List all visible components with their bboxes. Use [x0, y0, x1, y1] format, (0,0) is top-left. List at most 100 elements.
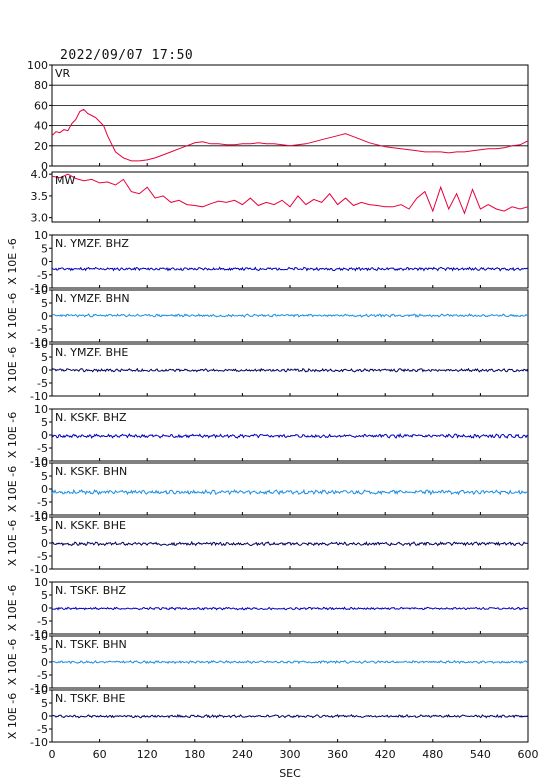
- ytick-label-6-2: 0: [41, 429, 48, 442]
- ytick-label-11-2: 0: [41, 710, 48, 723]
- xtick-label-1: 60: [93, 748, 107, 761]
- ytick-label-1-5: 100: [27, 59, 48, 72]
- ytick-label-8-0: -10: [30, 563, 48, 576]
- ytick-label-5-1: -5: [37, 377, 48, 390]
- panel-label-4: N. YMZF. BHN: [55, 292, 130, 305]
- ytick-label-8-1: -5: [37, 550, 48, 563]
- ytick-label-7-0: -10: [30, 509, 48, 522]
- ytick-label-11-4: 10: [34, 684, 48, 697]
- ytick-label-9-3: 5: [41, 589, 48, 602]
- series-line-3: [51, 266, 529, 272]
- ytick-label-11-0: -10: [30, 736, 48, 749]
- panel-label-8: N. KSKF. BHE: [55, 519, 126, 532]
- ytick-label-10-1: -5: [37, 669, 48, 682]
- ytick-label-4-1: -5: [37, 323, 48, 336]
- ytick-label-6-4: 10: [34, 403, 48, 416]
- ytick-label-5-2: 0: [41, 364, 48, 377]
- ytick-label-6-3: 5: [41, 416, 48, 429]
- series-line-10: [51, 660, 529, 665]
- series-line-4: [51, 313, 529, 318]
- ytick-label-3-3: 5: [41, 242, 48, 255]
- ytick-label-10-2: 0: [41, 656, 48, 669]
- ytick-label-10-3: 5: [41, 643, 48, 656]
- xtick-label-2: 120: [137, 748, 158, 761]
- ytick-label-1-3: 60: [34, 99, 48, 112]
- ytick-label-11-3: 5: [41, 697, 48, 710]
- ytick-label-1-2: 40: [34, 120, 48, 133]
- ylabel-8: X 10E -6: [6, 520, 19, 566]
- xtick-label-9: 540: [470, 748, 491, 761]
- panel-label-3: N. YMZF. BHZ: [55, 237, 129, 250]
- ytick-label-3-0: -10: [30, 282, 48, 295]
- ytick-label-4-0: -10: [30, 336, 48, 349]
- ytick-label-10-4: 10: [34, 630, 48, 643]
- ytick-label-5-4: 10: [34, 338, 48, 351]
- ytick-label-2-1: 3.5: [31, 190, 49, 203]
- xtick-label-4: 240: [232, 748, 253, 761]
- series-line-8: [51, 540, 529, 547]
- ytick-label-6-1: -5: [37, 442, 48, 455]
- ytick-label-4-4: 10: [34, 284, 48, 297]
- ytick-label-3-1: -5: [37, 269, 48, 282]
- panel-label-2: MW: [55, 174, 75, 187]
- ytick-label-2-0: 3.0: [31, 212, 49, 225]
- ylabel-7: X 10E -6: [6, 466, 19, 512]
- ytick-label-9-2: 0: [41, 602, 48, 615]
- panel-label-10: N. TSKF. BHN: [55, 638, 127, 651]
- xtick-label-3: 180: [184, 748, 205, 761]
- ytick-label-9-4: 10: [34, 576, 48, 589]
- ylabel-9: X 10E -6: [6, 585, 19, 631]
- ytick-label-9-1: -5: [37, 615, 48, 628]
- ytick-label-4-2: 0: [41, 310, 48, 323]
- panel-label-9: N. TSKF. BHZ: [55, 584, 127, 597]
- ytick-label-7-4: 10: [34, 457, 48, 470]
- ylabel-5: X 10E -6: [6, 347, 19, 393]
- ylabel-11: X 10E -6: [6, 693, 19, 739]
- ytick-label-8-2: 0: [41, 537, 48, 550]
- ylabel-10: X 10E -6: [6, 639, 19, 685]
- ytick-label-3-4: 10: [34, 229, 48, 242]
- xtick-label-8: 480: [422, 748, 443, 761]
- ylabel-4: X 10E -6: [6, 293, 19, 339]
- ytick-label-7-1: -5: [37, 496, 48, 509]
- ytick-label-1-1: 20: [34, 140, 48, 153]
- ytick-label-5-0: -10: [30, 390, 48, 403]
- ylabel-3: X 10E -6: [6, 238, 19, 284]
- ytick-label-3-2: 0: [41, 256, 48, 269]
- ytick-label-7-2: 0: [41, 483, 48, 496]
- series-line-7: [51, 488, 529, 496]
- timestamp-header: 2022/09/07 17:50: [60, 48, 194, 63]
- xtick-label-5: 300: [280, 748, 301, 761]
- ytick-label-7-3: 5: [41, 470, 48, 483]
- panel-label-7: N. KSKF. BHN: [55, 465, 127, 478]
- ytick-label-1-4: 80: [34, 79, 48, 92]
- ytick-label-2-2: 4.0: [31, 168, 49, 181]
- xtick-label-0: 0: [49, 748, 56, 761]
- panel-frame-1: [51, 64, 529, 167]
- xtick-label-7: 420: [375, 748, 396, 761]
- series-line-6: [51, 432, 529, 439]
- series-line-1: [51, 108, 529, 162]
- ytick-label-4-3: 5: [41, 297, 48, 310]
- xtick-label-10: 600: [518, 748, 539, 761]
- series-line-11: [51, 713, 529, 719]
- series-line-5: [51, 367, 529, 373]
- panel-label-11: N. TSKF. BHE: [55, 692, 126, 705]
- ytick-label-8-4: 10: [34, 511, 48, 524]
- series-line-2: [51, 173, 529, 215]
- ytick-label-9-0: -10: [30, 628, 48, 641]
- ylabel-6: X 10E -6: [6, 412, 19, 458]
- ytick-label-11-1: -5: [37, 723, 48, 736]
- ytick-label-10-0: -10: [30, 682, 48, 695]
- panel-label-5: N. YMZF. BHE: [55, 346, 128, 359]
- panel-label-6: N. KSKF. BHZ: [55, 411, 127, 424]
- xaxis-label: SEC: [279, 767, 301, 780]
- xtick-label-6: 360: [327, 748, 348, 761]
- ytick-label-6-0: -10: [30, 455, 48, 468]
- ytick-label-1-0: 0: [41, 160, 48, 173]
- ytick-label-5-3: 5: [41, 351, 48, 364]
- series-line-9: [51, 606, 529, 611]
- ytick-label-8-3: 5: [41, 524, 48, 537]
- panel-label-1: VR: [55, 67, 71, 80]
